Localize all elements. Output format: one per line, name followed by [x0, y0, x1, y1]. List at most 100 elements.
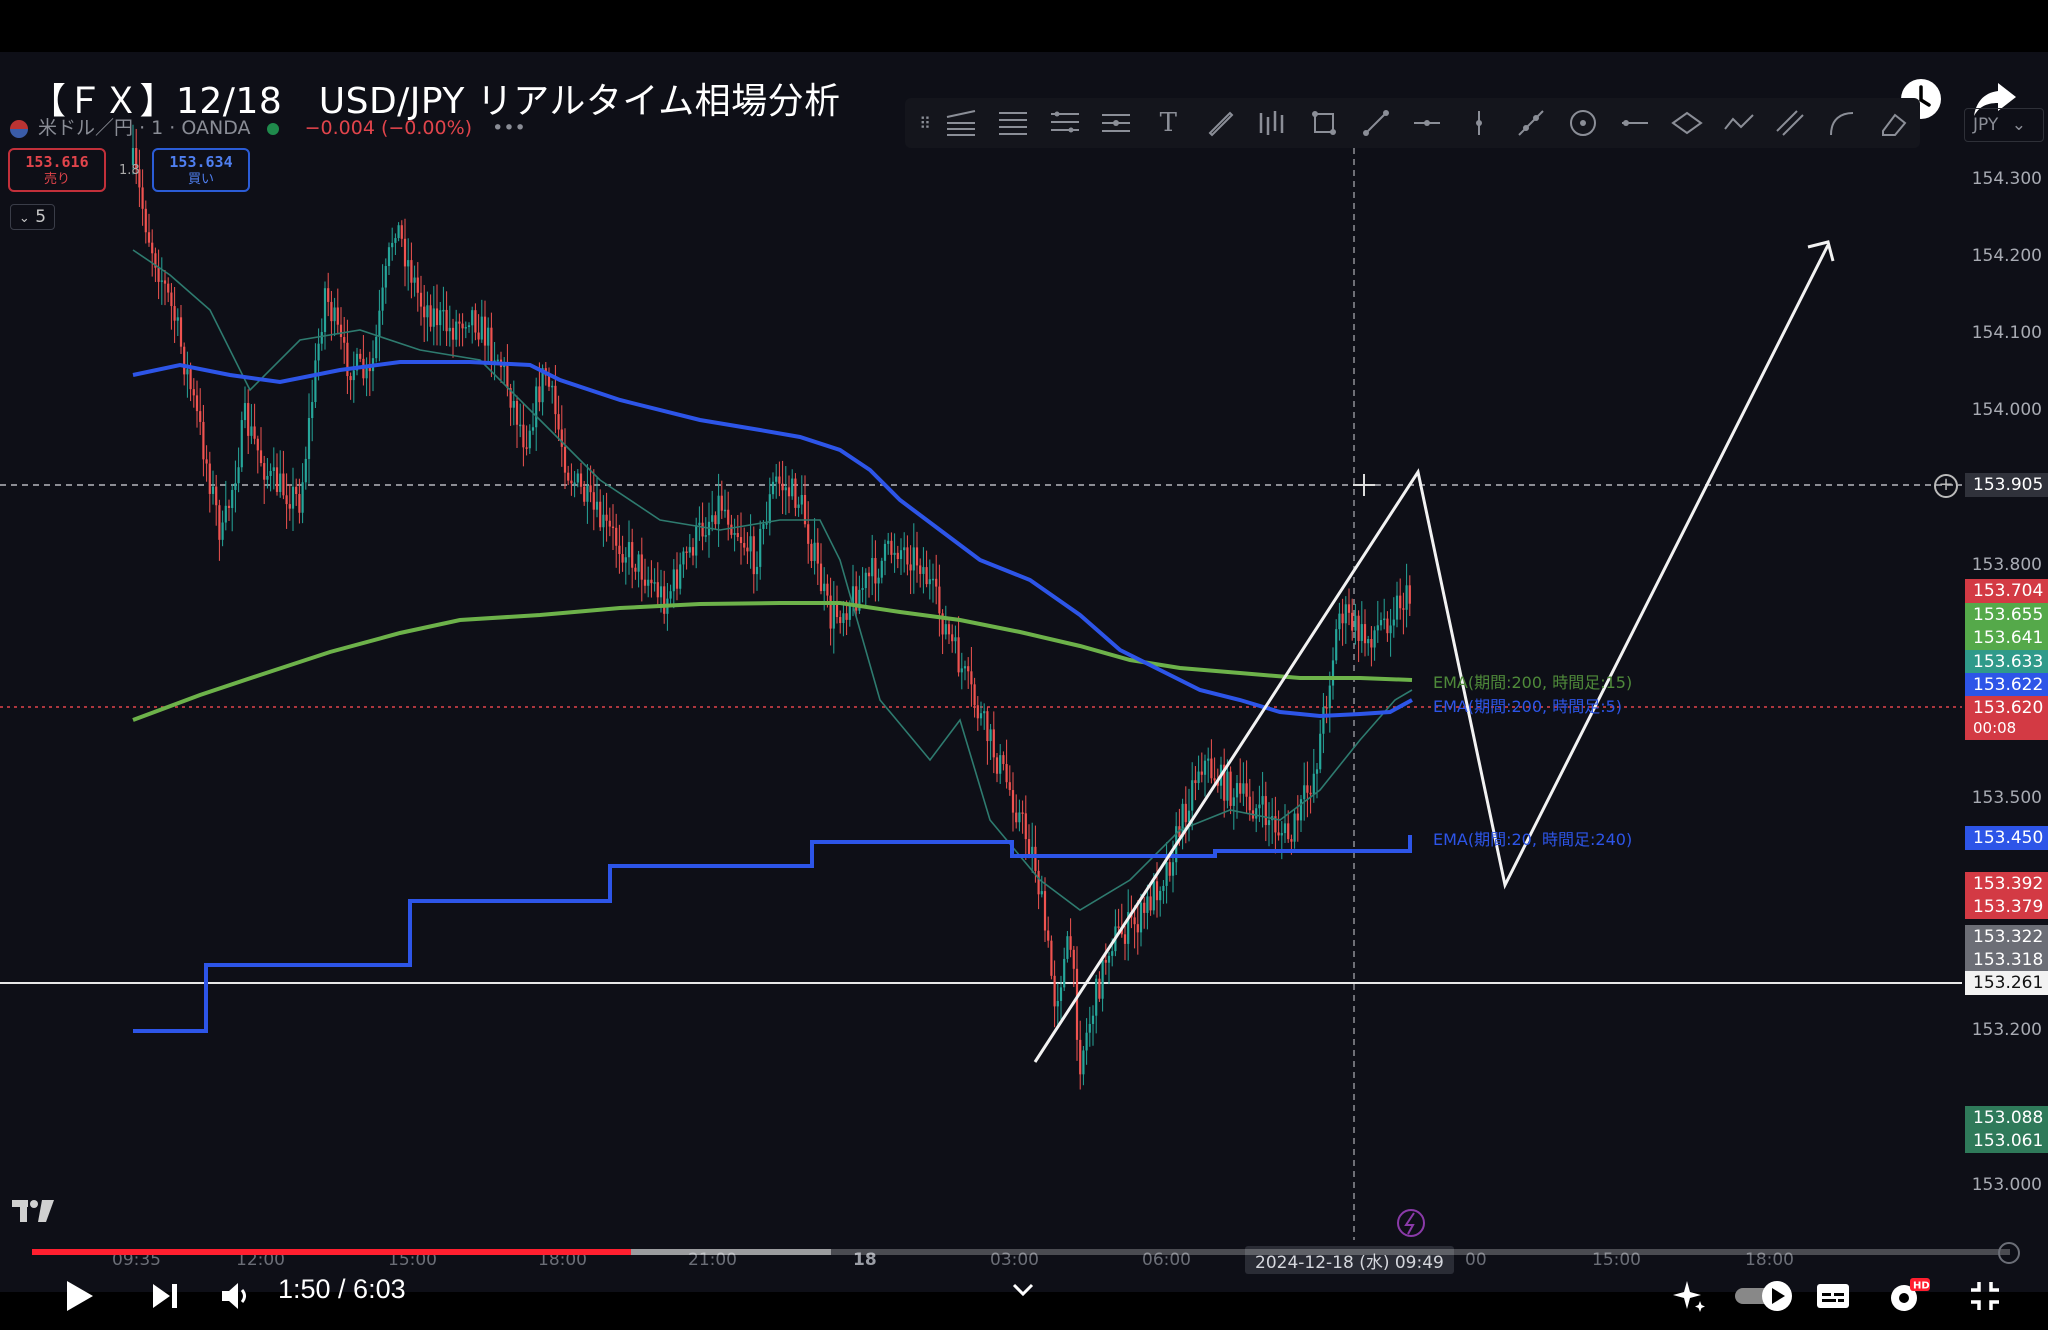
candle-body: [461, 323, 464, 329]
candle-body: [912, 547, 915, 571]
ai-sparkle-button[interactable]: [1668, 1268, 1712, 1324]
candle-body: [1338, 613, 1341, 630]
path-icon[interactable]: [1713, 103, 1765, 143]
mute-button[interactable]: [212, 1268, 262, 1324]
fullscreen-button[interactable]: [1960, 1268, 2010, 1324]
candle-body: [592, 492, 595, 510]
candle-body: [935, 578, 938, 587]
candle-body: [179, 317, 183, 347]
buy-button[interactable]: 153.634 買い: [152, 148, 250, 192]
price-axis[interactable]: 154.300 154.200 154.100 154.000 153.800 …: [1962, 150, 2048, 1200]
drawing-toolbar: ⠿ T: [905, 98, 1920, 148]
brush-icon[interactable]: [1194, 103, 1246, 143]
candle-body: [816, 542, 819, 564]
interval-selector[interactable]: ⌄ 5: [10, 204, 55, 230]
price-chart-canvas[interactable]: [0, 52, 2048, 1292]
candle-body: [999, 755, 1002, 774]
trading-chart[interactable]: EMA(期間:200, 時間足:15) EMA(期間:200, 時間足:5) E…: [0, 52, 2048, 1292]
candle-body: [826, 583, 829, 596]
horizontal-ray-icon[interactable]: [1402, 103, 1454, 143]
candle-body: [336, 307, 339, 325]
support-line-price-label: 153.261: [1965, 971, 2048, 995]
ema-200-5m-line: [132, 360, 1413, 719]
chart-settings-icon[interactable]: [1998, 1242, 2020, 1264]
candle-body: [1155, 881, 1159, 901]
candle-body: [1104, 959, 1107, 963]
candle-body: [1123, 934, 1127, 944]
candle-body: [419, 292, 423, 307]
candle-body: [599, 501, 602, 528]
candle-body: [1386, 618, 1389, 634]
candle-body: [259, 450, 263, 464]
fib-channel-icon[interactable]: [1039, 103, 1091, 143]
eraser-icon[interactable]: [1868, 103, 1920, 143]
fib-retracement-icon[interactable]: [987, 103, 1039, 143]
candle-body: [167, 283, 170, 293]
candle-body: [387, 247, 391, 267]
candle-body: [995, 757, 999, 774]
sell-button[interactable]: 153.616 売り: [8, 148, 106, 192]
trend-line-icon[interactable]: [1350, 103, 1402, 143]
fib-timezone-icon[interactable]: [1090, 103, 1142, 143]
candle-body: [413, 277, 416, 283]
currency-select[interactable]: JPY ⌄: [1964, 108, 2044, 142]
candle-body: [397, 225, 400, 239]
chapter-chevron-icon[interactable]: [1003, 1262, 1043, 1318]
candle-body: [538, 386, 541, 403]
crosshair-cursor-icon: [1353, 474, 1375, 496]
candle-body: [496, 359, 499, 362]
circle-tool-icon[interactable]: [1557, 103, 1609, 143]
time-axis[interactable]: 09:35 12:00 15:00 18:00 21:00 18 03:00 0…: [0, 1250, 2048, 1274]
candle-body: [1162, 885, 1165, 891]
symbol-more-button[interactable]: •••: [492, 117, 526, 139]
text-tool-icon[interactable]: T: [1159, 108, 1177, 138]
candle-body: [1408, 585, 1411, 604]
symbol-name[interactable]: 米ドル／円 · 1 · OANDA: [38, 117, 251, 139]
candle-body: [339, 324, 343, 338]
symbol-header[interactable]: 米ドル／円 · 1 · OANDA −0.004 (−0.00%) •••: [10, 113, 526, 140]
add-alert-icon[interactable]: +: [1934, 474, 1958, 498]
candle-body: [1146, 896, 1149, 913]
video-title[interactable]: 【ＦＸ】12/18 USD/JPY リアルタイム相場分析: [30, 81, 841, 122]
candle-body: [928, 579, 931, 585]
share-icon[interactable]: [1970, 74, 2020, 124]
candle-body: [573, 482, 576, 485]
vertical-line-icon[interactable]: [1453, 103, 1505, 143]
autoplay-toggle[interactable]: [1728, 1268, 1800, 1324]
polygon-icon[interactable]: [1661, 103, 1713, 143]
candle-body: [919, 565, 922, 574]
settings-button[interactable]: HD: [1880, 1268, 1936, 1324]
rectangle-icon[interactable]: [1298, 103, 1350, 143]
price-tick: 154.100: [1971, 323, 2042, 343]
candle-body: [1242, 783, 1245, 794]
candle-body: [979, 713, 983, 719]
ema-240-price-label: 153.450: [1965, 826, 2048, 850]
bars-pattern-icon[interactable]: [1246, 103, 1298, 143]
parallel-channel-icon[interactable]: [1764, 103, 1816, 143]
projection-zigzag-line: [1033, 244, 1830, 1063]
candle-body: [967, 666, 970, 672]
candle-body: [938, 586, 941, 614]
candle-body: [378, 310, 381, 337]
arc-icon[interactable]: [1816, 103, 1868, 143]
candle-body: [755, 566, 759, 575]
candle-body: [1085, 1032, 1088, 1051]
candle-body: [1034, 846, 1037, 871]
video-progress-bar[interactable]: [32, 1249, 2010, 1255]
horizontal-line-icon[interactable]: [1609, 103, 1661, 143]
subtitles-button[interactable]: [1808, 1268, 1858, 1324]
candle-body: [586, 485, 589, 502]
candle-body: [781, 483, 784, 491]
extended-line-icon[interactable]: [1505, 103, 1557, 143]
drag-handle-icon[interactable]: ⠿: [919, 113, 931, 133]
next-button[interactable]: [140, 1268, 190, 1324]
fib-fan-icon[interactable]: [935, 103, 987, 143]
candle-body: [842, 613, 845, 624]
candle-body: [1296, 813, 1299, 821]
candle-body: [986, 711, 989, 742]
candle-body: [263, 463, 266, 480]
play-button[interactable]: [55, 1268, 105, 1324]
candle-body: [611, 526, 615, 529]
sell-price: 153.616: [25, 153, 89, 171]
